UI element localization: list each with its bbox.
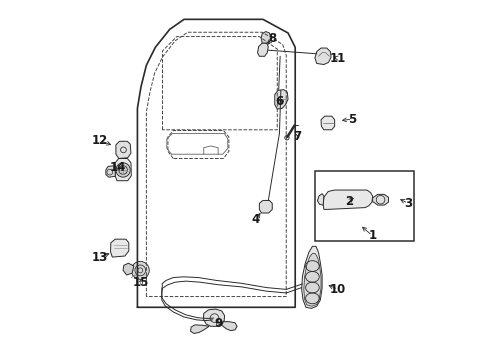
Text: 3: 3 (404, 197, 412, 210)
Text: 12: 12 (92, 134, 108, 147)
Text: 9: 9 (214, 317, 222, 330)
Polygon shape (106, 166, 115, 177)
Circle shape (116, 163, 130, 177)
Text: 13: 13 (92, 251, 108, 264)
Polygon shape (191, 325, 209, 333)
Polygon shape (258, 43, 269, 56)
Polygon shape (373, 194, 389, 205)
Polygon shape (123, 263, 134, 275)
Polygon shape (302, 246, 322, 309)
Polygon shape (111, 239, 129, 257)
Text: 4: 4 (252, 213, 260, 226)
Polygon shape (259, 201, 272, 213)
Text: 5: 5 (348, 113, 357, 126)
Text: 7: 7 (293, 130, 301, 144)
Polygon shape (304, 253, 321, 306)
Circle shape (131, 261, 149, 279)
Text: 2: 2 (345, 195, 353, 208)
Polygon shape (323, 190, 373, 210)
Polygon shape (318, 194, 324, 205)
Polygon shape (115, 158, 131, 181)
Text: 8: 8 (268, 32, 276, 45)
Text: 14: 14 (109, 161, 126, 174)
Polygon shape (315, 48, 331, 64)
Polygon shape (221, 321, 237, 330)
Polygon shape (116, 141, 131, 158)
Text: 15: 15 (133, 276, 149, 289)
Text: 10: 10 (330, 283, 346, 296)
Polygon shape (275, 90, 288, 109)
Polygon shape (203, 309, 224, 326)
Text: 11: 11 (330, 51, 346, 64)
Polygon shape (261, 32, 271, 43)
Text: 1: 1 (368, 229, 376, 242)
Bar (315, 171, 414, 241)
Text: 6: 6 (275, 95, 283, 108)
Polygon shape (321, 116, 335, 130)
